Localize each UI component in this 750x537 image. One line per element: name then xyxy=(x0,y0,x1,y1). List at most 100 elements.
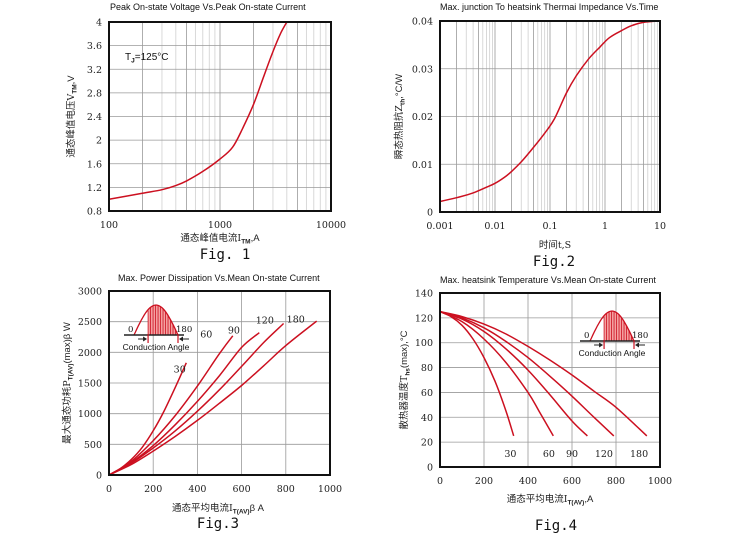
fig1-ytick-label: 3.6 xyxy=(87,41,102,52)
fig1-caption: Fig. 1 xyxy=(200,247,251,263)
fig2-caption: Fig.2 xyxy=(533,254,575,270)
fig2-plot-frame xyxy=(439,20,661,213)
fig3-curve-label: 60 xyxy=(200,330,212,341)
arrow-right-icon xyxy=(143,336,148,342)
fig4-ytick-label: 20 xyxy=(421,438,433,449)
fig2-ytick-label: 0 xyxy=(427,208,433,219)
fig4-curve-90 xyxy=(439,310,588,437)
fig2-grid xyxy=(439,20,660,213)
fig3-xtick-label: 600 xyxy=(233,484,251,495)
fig3-y-axis-label: 最大通态功耗PT(AV)(max)β W xyxy=(61,322,75,444)
fig3-curve-label: 30 xyxy=(174,365,186,376)
fig4-y-axis-label: 散热器温度Ths(max),°C xyxy=(398,330,412,429)
fig3-title: Max. Power Dissipation Vs.Mean On-state … xyxy=(118,273,320,283)
fig3-xtick-label: 200 xyxy=(144,484,162,495)
fig2-xtick-label: 0.001 xyxy=(426,221,453,232)
fig3-ytick-label: 2500 xyxy=(78,317,102,328)
fig4-curve-label: 90 xyxy=(566,449,578,460)
fig4-ytick-label: 40 xyxy=(421,413,433,424)
fig1-series xyxy=(108,21,288,200)
fig4-curve-180 xyxy=(439,310,648,437)
fig3-ytick-label: 2000 xyxy=(78,348,102,359)
fig1-ytick-label: 2.4 xyxy=(87,112,102,123)
fig3-xtick-label: 400 xyxy=(188,484,206,495)
fig4-curve-label: 120 xyxy=(595,449,613,460)
fig4-curve-label: 60 xyxy=(543,449,555,460)
inset-right-label: 180 xyxy=(176,325,192,335)
fig2-series xyxy=(439,20,661,203)
fig1-ytick-label: 1.6 xyxy=(87,159,102,170)
fig3-caption: Fig.3 xyxy=(197,516,239,532)
fig4-xtick-label: 600 xyxy=(563,476,581,487)
fig3-curve-120 xyxy=(108,322,285,476)
inset-half-sine-wave xyxy=(589,310,635,342)
fig4-caption: Fig.4 xyxy=(535,518,577,534)
fig4-ytick-label: 140 xyxy=(415,289,433,300)
fig4-curve-60 xyxy=(439,310,554,437)
fig1-ytick-label: 0.8 xyxy=(87,207,102,218)
fig4-series xyxy=(439,310,648,437)
fig4-ytick-label: 80 xyxy=(421,363,433,374)
fig4-grid xyxy=(439,292,661,468)
fig2-xtick-label: 1 xyxy=(602,221,608,232)
fig4-title: Max. heatsink Temperature Vs.Mean On-sta… xyxy=(440,275,656,285)
fig3-curve-label: 120 xyxy=(256,316,274,327)
fig3-xtick-label: 0 xyxy=(106,484,112,495)
fig4-ytick-label: 100 xyxy=(415,338,433,349)
fig3-plot-frame xyxy=(108,290,331,476)
fig4-x-axis-label: 通态平均电流IT(AV),A xyxy=(507,493,594,507)
fig1-y-axis-label: 通态峰值电压VTM,V xyxy=(65,75,79,158)
inset-right-label: 180 xyxy=(632,331,648,341)
fig1-ytick-label: 2.8 xyxy=(87,88,102,99)
fig3-ytick-label: 0 xyxy=(96,471,102,482)
fig3-curve-label: 90 xyxy=(228,325,240,336)
fig4-xtick-label: 200 xyxy=(475,476,493,487)
inset-caption: Conduction Angle xyxy=(123,342,190,352)
fig1-xtick-label: 1000 xyxy=(208,220,232,231)
inset-caption: Conduction Angle xyxy=(579,348,646,358)
inset-left-label: 0 xyxy=(128,325,133,335)
fig1-x-axis-label: 通态峰值电流ITM,A xyxy=(180,232,260,246)
arrow-right-icon xyxy=(599,342,604,348)
arrow-left-icon xyxy=(179,336,183,342)
fig1-xtick-label: 10000 xyxy=(316,220,346,231)
fig1-curve-Tj125C xyxy=(108,21,288,200)
fig3-curve-180 xyxy=(108,320,318,476)
fig4-conduction-angle-inset: 0 180 Conduction Angle xyxy=(579,310,648,358)
fig2-ytick-label: 0.02 xyxy=(412,112,433,123)
fig4-xtick-label: 1000 xyxy=(648,476,672,487)
inset-half-sine-wave xyxy=(133,304,179,336)
fig4-xtick-label: 800 xyxy=(607,476,625,487)
fig3-xtick-label: 800 xyxy=(277,484,295,495)
fig3-ytick-label: 1000 xyxy=(78,409,102,420)
fig4-xtick-label: 400 xyxy=(519,476,537,487)
fig3-ytick-label: 3000 xyxy=(78,287,102,298)
fig4-chart: Max. heatsink Temperature Vs.Mean On-sta… xyxy=(398,275,672,534)
fig1-plot-frame xyxy=(108,21,332,212)
fig3-curve-30 xyxy=(108,362,187,476)
fig2-chart: Max. junction To heatsink Thermai Impeda… xyxy=(393,2,666,270)
fig3-chart: Max. Power Dissipation Vs.Mean On-state … xyxy=(61,273,342,532)
fig3-conduction-angle-inset: 0 180 Conduction Angle xyxy=(123,304,192,352)
fig3-xtick-label: 1000 xyxy=(318,484,342,495)
fig2-xtick-label: 0.1 xyxy=(542,221,557,232)
arrow-left-icon xyxy=(635,342,639,348)
fig2-x-axis-label: 时间t,S xyxy=(539,239,571,251)
fig4-curve-label: 30 xyxy=(504,449,516,460)
fig4-ytick-label: 60 xyxy=(421,388,433,399)
fig3-x-axis-label: 通态平均电流IT(AV)β A xyxy=(172,502,265,516)
fig4-ytick-label: 120 xyxy=(415,313,433,324)
fig2-y-axis-label: 瞬态热阻抗Zth,°C/W xyxy=(393,74,407,159)
fig4-plot-frame xyxy=(439,292,661,468)
fig1-chart: Peak On-state Voltage Vs.Peak On-state C… xyxy=(65,2,346,263)
inset-left-label: 0 xyxy=(584,331,589,341)
fig2-title: Max. junction To heatsink Thermai Impeda… xyxy=(440,2,658,12)
fig4-ytick-label: 0 xyxy=(427,463,433,474)
fig3-ytick-label: 1500 xyxy=(78,379,102,390)
fig3-ytick-label: 500 xyxy=(84,440,102,451)
fig3-curve-label: 180 xyxy=(287,314,305,325)
fig2-curve-Zth xyxy=(439,20,661,203)
fig1-ytick-label: 1.2 xyxy=(87,183,102,194)
fig2-xtick-label: 10 xyxy=(654,221,666,232)
